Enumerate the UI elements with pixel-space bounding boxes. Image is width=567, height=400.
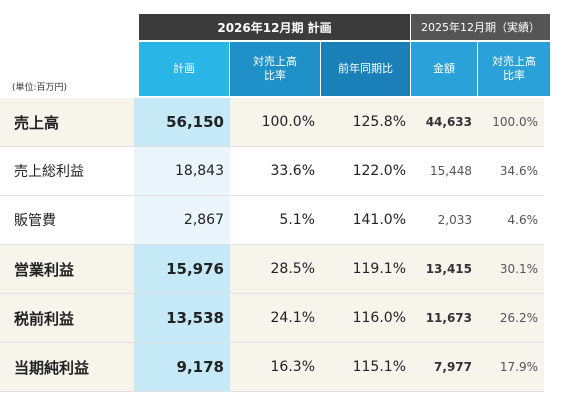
table-row: 税前利益 13,538 24.1% 116.0% 11,673 26.2% xyxy=(0,293,544,343)
col-header-amount-label: 金額 xyxy=(433,62,455,75)
prev-amount: 7,977 xyxy=(412,342,478,392)
col-header-prev-ratio: 対売上高 比率 xyxy=(478,42,550,96)
col-header-yoy-label: 前年同期比 xyxy=(338,62,393,75)
col-header-ratio: 対売上高 比率 xyxy=(230,42,320,96)
row-label: 当期純利益 xyxy=(0,342,134,392)
col-header-prev-ratio-line2: 比率 xyxy=(503,69,525,82)
yoy-value: 125.8% xyxy=(321,98,412,147)
table-row: 販管費 2,867 5.1% 141.0% 2,033 4.6% xyxy=(0,195,544,245)
table-row: 売上高 56,150 100.0% 125.8% 44,633 100.0% xyxy=(0,98,544,147)
prev-ratio: 26.2% xyxy=(478,293,544,343)
plan-value: 56,150 xyxy=(134,98,230,147)
prev-group-header: 2025年12月期（実績） xyxy=(411,14,550,40)
prev-amount: 15,448 xyxy=(412,146,478,196)
ratio-value: 24.1% xyxy=(230,293,321,343)
prev-ratio: 4.6% xyxy=(478,195,544,245)
yoy-value: 122.0% xyxy=(321,146,412,196)
table-row: 売上総利益 18,843 33.6% 122.0% 15,448 34.6% xyxy=(0,146,544,196)
row-label: 売上高 xyxy=(0,98,134,147)
col-header-plan-label: 計画 xyxy=(173,62,195,75)
row-label: 税前利益 xyxy=(0,293,134,343)
plan-value: 13,538 xyxy=(134,293,230,343)
col-header-yoy: 前年同期比 xyxy=(321,42,410,96)
plan-value: 2,867 xyxy=(134,195,230,245)
yoy-value: 116.0% xyxy=(321,293,412,343)
plan-value: 9,178 xyxy=(134,342,230,392)
table-row: 営業利益 15,976 28.5% 119.1% 13,415 30.1% xyxy=(0,244,544,294)
col-header-amount: 金額 xyxy=(411,42,477,96)
unit-note: (単位:百万円) xyxy=(12,83,68,93)
ratio-value: 33.6% xyxy=(230,146,321,196)
prev-ratio: 30.1% xyxy=(478,244,544,294)
prev-amount: 11,673 xyxy=(412,293,478,343)
row-label: 営業利益 xyxy=(0,244,134,294)
row-label: 売上総利益 xyxy=(0,146,134,196)
prev-amount: 13,415 xyxy=(412,244,478,294)
yoy-value: 141.0% xyxy=(321,195,412,245)
yoy-value: 119.1% xyxy=(321,244,412,294)
financial-table: 売上高 56,150 100.0% 125.8% 44,633 100.0% 売… xyxy=(0,98,544,392)
ratio-value: 28.5% xyxy=(230,244,321,294)
prev-amount: 2,033 xyxy=(412,195,478,245)
ratio-value: 100.0% xyxy=(230,98,321,147)
plan-value: 15,976 xyxy=(134,244,230,294)
prev-ratio: 34.6% xyxy=(478,146,544,196)
yoy-value: 115.1% xyxy=(321,342,412,392)
ratio-value: 16.3% xyxy=(230,342,321,392)
ratio-value: 5.1% xyxy=(230,195,321,245)
table-row: 当期純利益 9,178 16.3% 115.1% 7,977 17.9% xyxy=(0,342,544,392)
row-label: 販管費 xyxy=(0,195,134,245)
col-header-ratio-line1: 対売上高 xyxy=(253,55,297,68)
plan-group-header: 2026年12月期 計画 xyxy=(139,14,410,40)
plan-value: 18,843 xyxy=(134,146,230,196)
prev-ratio: 17.9% xyxy=(478,342,544,392)
col-header-prev-ratio-line1: 対売上高 xyxy=(492,55,536,68)
prev-ratio: 100.0% xyxy=(478,98,544,147)
col-header-ratio-line2: 比率 xyxy=(264,69,286,82)
col-header-plan: 計画 xyxy=(139,42,229,96)
prev-amount: 44,633 xyxy=(412,98,478,147)
